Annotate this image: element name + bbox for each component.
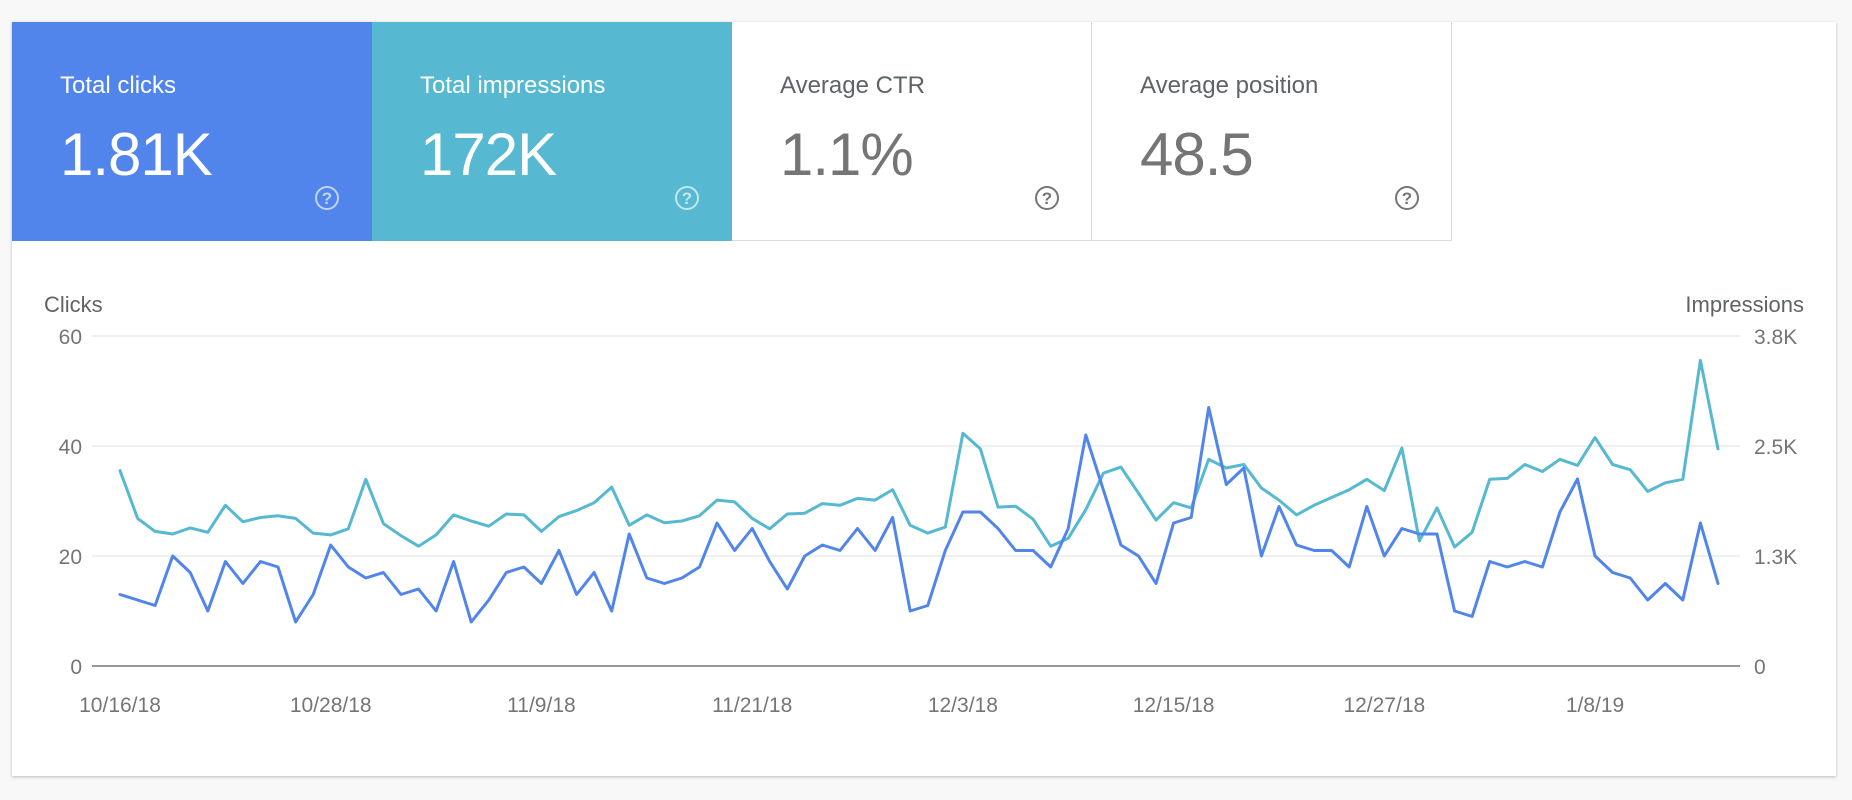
help-circle-icon[interactable]: ? <box>315 186 339 210</box>
help-circle-icon[interactable]: ? <box>675 186 699 210</box>
right-axis-tick: 2.5K <box>1754 436 1797 459</box>
total-clicks-value: 1.81K <box>60 121 213 188</box>
left-axis-tick: 20 <box>59 546 82 569</box>
average-ctr-tile[interactable]: Average CTR 1.1% ? <box>732 22 1092 241</box>
x-axis-tick: 11/21/18 <box>712 694 792 717</box>
series-lines <box>118 358 1720 624</box>
performance-chart[interactable]: Clicks Impressions 0 20 40 60 0 1.3K 2.5K 3.8K… <box>12 22 1836 776</box>
total-clicks-label: Total clicks <box>60 72 177 99</box>
average-position-value: 48.5 <box>1140 121 1254 188</box>
x-axis-tick: 1/8/19 <box>1566 694 1624 717</box>
left-axis-tick: 60 <box>59 326 82 349</box>
metric-tiles: Total clicks 1.81K ? Total impressions 1… <box>12 22 1452 241</box>
performance-card: Total clicks 1.81K ? Total impressions 1… <box>12 22 1836 776</box>
right-axis-title: Impressions <box>1685 292 1804 317</box>
left-axis-tick: 40 <box>59 436 82 459</box>
x-axis-tick: 12/27/18 <box>1343 694 1425 717</box>
total-impressions-label: Total impressions <box>420 72 606 99</box>
left-axis-title: Clicks <box>44 292 103 317</box>
help-circle-icon[interactable]: ? <box>1395 186 1419 210</box>
average-position-tile[interactable]: Average position 48.5 ? <box>1092 22 1452 241</box>
x-axis-tick: 11/9/18 <box>507 694 576 717</box>
help-circle-icon[interactable]: ? <box>1035 186 1059 210</box>
right-axis-tick: 3.8K <box>1754 326 1797 349</box>
average-position-label: Average position <box>1140 72 1319 99</box>
average-ctr-value: 1.1% <box>780 121 914 188</box>
impressions-series-line <box>118 358 1720 549</box>
total-impressions-tile[interactable]: Total impressions 172K ? <box>372 22 732 241</box>
right-axis-tick: 0 <box>1754 656 1766 679</box>
x-axis-tick: 10/16/18 <box>79 694 161 717</box>
clicks-series-line <box>118 406 1720 624</box>
left-axis-tick: 0 <box>70 656 82 679</box>
x-axis-tick: 12/3/18 <box>928 694 998 717</box>
total-impressions-value: 172K <box>420 121 557 188</box>
total-clicks-tile[interactable]: Total clicks 1.81K ? <box>12 22 372 241</box>
right-axis-ticks: 0 1.3K 2.5K 3.8K <box>1754 326 1797 679</box>
grid-lines <box>92 335 1740 667</box>
average-ctr-label: Average CTR <box>780 72 925 99</box>
x-axis-tick: 10/28/18 <box>290 694 372 717</box>
x-axis-tick: 12/15/18 <box>1133 694 1215 717</box>
right-axis-tick: 1.3K <box>1754 546 1797 569</box>
left-axis-ticks: 0 20 40 60 <box>59 326 82 679</box>
x-axis-ticks: 10/16/18 10/28/18 11/9/18 11/21/18 12/3/18 12… <box>79 694 1624 717</box>
